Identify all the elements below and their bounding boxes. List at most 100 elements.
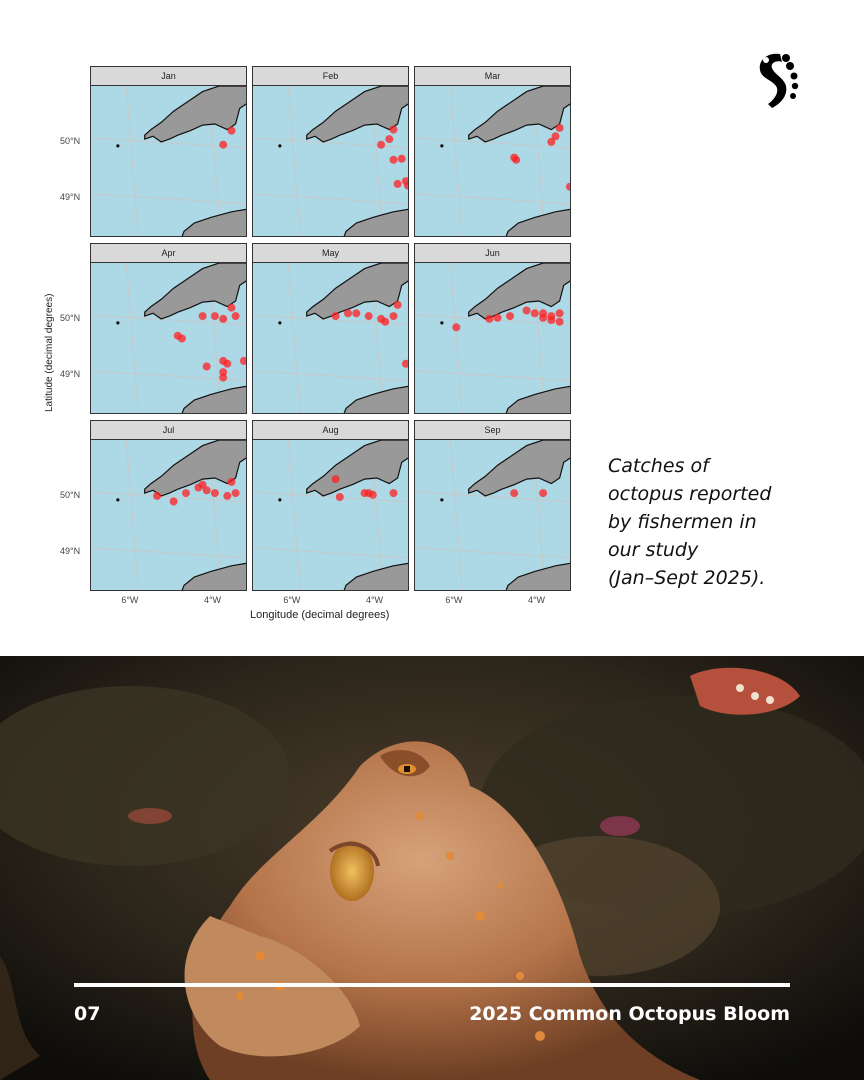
map-plot [91, 86, 246, 236]
x-tick-label: 4°W [527, 595, 546, 605]
catch-point [227, 477, 236, 486]
catch-point [377, 140, 386, 149]
map-panel-apr: Apr [90, 243, 247, 414]
y-tick-label: 49°N [60, 191, 81, 202]
catch-point [389, 155, 398, 164]
x-tick-label: 4°W [203, 595, 222, 605]
catch-point [364, 489, 373, 498]
gridline-lon [125, 440, 139, 590]
catch-point [493, 313, 502, 322]
caption-line: our study [608, 539, 699, 561]
catch-point [210, 489, 219, 498]
catch-point [381, 317, 390, 326]
island-mark [440, 498, 444, 502]
catch-point [539, 489, 548, 498]
island-mark [116, 321, 120, 325]
catch-point [227, 126, 236, 135]
catch-point [385, 135, 394, 144]
catch-point [510, 489, 519, 498]
map-area [414, 86, 571, 237]
catch-point [551, 132, 560, 141]
catch-point [555, 317, 564, 326]
catch-point [223, 359, 232, 368]
catch-point [364, 312, 373, 321]
catch-point [555, 309, 564, 318]
panel-strip-label: Aug [252, 420, 409, 440]
panel-strip-label: Feb [252, 66, 409, 86]
panel-strip-label: Mar [414, 66, 571, 86]
octopus-photo: 07 2025 Common Octopus Bloom [0, 656, 864, 1080]
island-mark [278, 321, 282, 325]
catch-point [231, 489, 240, 498]
y-tick-label: 50°N [60, 312, 81, 323]
footer-rule [74, 983, 790, 987]
catch-point [389, 125, 398, 134]
y-tick-label: 50°N [60, 135, 81, 146]
island-mark [440, 144, 444, 148]
map-panel-jun: Jun [414, 243, 571, 414]
map-plot [91, 440, 246, 590]
gridline-lat [415, 370, 570, 382]
map-plot [415, 263, 570, 413]
panel-strip-label: Jul [90, 420, 247, 440]
map-panel-mar: Mar [414, 66, 571, 237]
catch-point [555, 123, 564, 132]
catch-point [565, 182, 570, 191]
catch-point [223, 491, 232, 500]
panel-strip-label: Jan [90, 66, 247, 86]
catch-point [219, 140, 228, 149]
island-mark [116, 144, 120, 148]
land-brittany [343, 208, 408, 236]
catch-point [210, 312, 219, 321]
land-brittany [505, 562, 570, 590]
catch-point [522, 306, 531, 315]
figure-caption: Catches of octopus reported by fishermen i… [608, 452, 828, 592]
catch-point [485, 314, 494, 323]
gridline-lat [415, 137, 570, 149]
catch-point [389, 312, 398, 321]
gridline-lat [91, 547, 246, 559]
gridline-lon [125, 86, 139, 236]
catch-point [227, 303, 236, 312]
catch-point [393, 179, 402, 188]
map-panel-sep: Sep [414, 420, 571, 591]
catch-point [393, 300, 402, 309]
catch-point [539, 313, 548, 322]
catch-point [530, 309, 539, 318]
y-tick-label: 49°N [60, 545, 81, 556]
gridline-lon [287, 440, 301, 590]
map-panel-jan: Jan [90, 66, 247, 237]
catch-point [239, 356, 246, 365]
gridline-lat [253, 491, 408, 503]
panel-strip-label: Sep [414, 420, 571, 440]
map-plot [253, 263, 408, 413]
catch-point [506, 312, 514, 321]
gridline-lat [415, 193, 570, 205]
x-axis-label: Longitude (decimal degrees) [250, 609, 390, 621]
catch-point [403, 181, 408, 190]
catch-point [153, 491, 162, 500]
catch-point [169, 497, 178, 506]
gridline-lat [415, 491, 570, 503]
land-brittany [181, 385, 246, 413]
land-brittany [343, 562, 408, 590]
map-area [90, 263, 247, 414]
catch-point [219, 368, 228, 377]
catch-point [344, 309, 352, 318]
island-mark [278, 144, 282, 148]
catch-point [198, 312, 207, 321]
land-brittany [505, 208, 570, 236]
land-southwest-england [306, 440, 408, 497]
land-brittany [343, 385, 408, 413]
gridline-lat [91, 491, 246, 503]
map-area [252, 440, 409, 591]
catch-point [335, 493, 344, 501]
map-plot [253, 440, 408, 590]
map-panel-jul: Jul [90, 420, 247, 591]
land-southwest-england [144, 440, 246, 497]
map-area [90, 440, 247, 591]
catch-map-figure: Latitude (decimal degrees) Longitude (de… [40, 60, 580, 630]
catch-point [219, 314, 228, 323]
gridline-lon [125, 263, 139, 413]
